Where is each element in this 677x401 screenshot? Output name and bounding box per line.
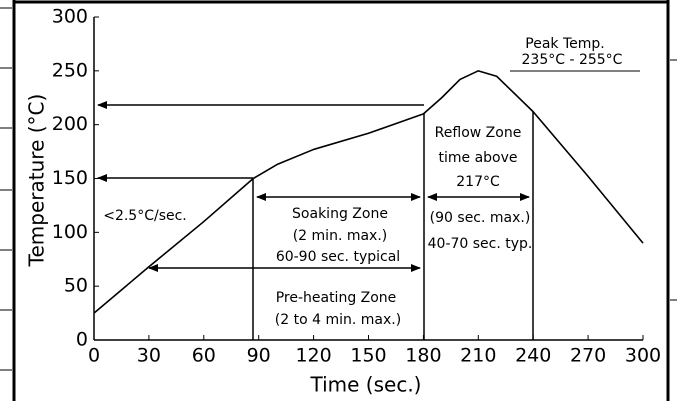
annotation: <2.5°C/sec. bbox=[103, 208, 187, 224]
annotation: 40-70 sec. typ. bbox=[428, 236, 533, 252]
annotation: Pre-heating Zone bbox=[276, 290, 397, 306]
y-axis-label: Temperature (°C) bbox=[25, 94, 49, 268]
temperature-curve bbox=[93, 70, 644, 314]
annotation: 217°C bbox=[456, 174, 500, 190]
x-tick-label: 270 bbox=[570, 345, 606, 367]
annotation: (2 min. max.) bbox=[293, 228, 388, 244]
x-tick-label: 210 bbox=[460, 345, 496, 367]
y-tick-label: 200 bbox=[52, 113, 88, 135]
x-tick-label: 300 bbox=[625, 345, 661, 367]
annotation: 235°C - 255°C bbox=[522, 52, 623, 68]
y-tick-label: 300 bbox=[52, 6, 88, 28]
annotation: (90 sec. max.) bbox=[430, 210, 531, 226]
annotation: time above bbox=[438, 150, 517, 166]
x-tick-label: 150 bbox=[350, 345, 386, 367]
x-tick-label: 0 bbox=[88, 345, 100, 367]
annotation: Reflow Zone bbox=[435, 125, 522, 141]
y-tick-label: 0 bbox=[76, 329, 88, 351]
annotation: (2 to 4 min. max.) bbox=[275, 312, 401, 328]
x-tick-label: 120 bbox=[295, 345, 331, 367]
x-axis-label: Time (sec.) bbox=[310, 373, 422, 397]
x-tick-label: 180 bbox=[405, 345, 441, 367]
y-tick-label: 150 bbox=[52, 167, 88, 189]
x-tick-label: 240 bbox=[515, 345, 551, 367]
annotation: 60-90 sec. typical bbox=[276, 249, 400, 265]
annotation: Peak Temp. bbox=[525, 36, 604, 52]
x-tick-label: 90 bbox=[247, 345, 271, 367]
y-tick-label: 250 bbox=[52, 59, 88, 81]
annotation-arrows bbox=[97, 70, 640, 340]
x-tick-label: 60 bbox=[192, 345, 216, 367]
x-tick-label: 30 bbox=[137, 345, 161, 367]
y-tick-label: 50 bbox=[64, 275, 88, 297]
annotation: Soaking Zone bbox=[292, 206, 388, 222]
y-tick-label: 100 bbox=[52, 221, 88, 243]
